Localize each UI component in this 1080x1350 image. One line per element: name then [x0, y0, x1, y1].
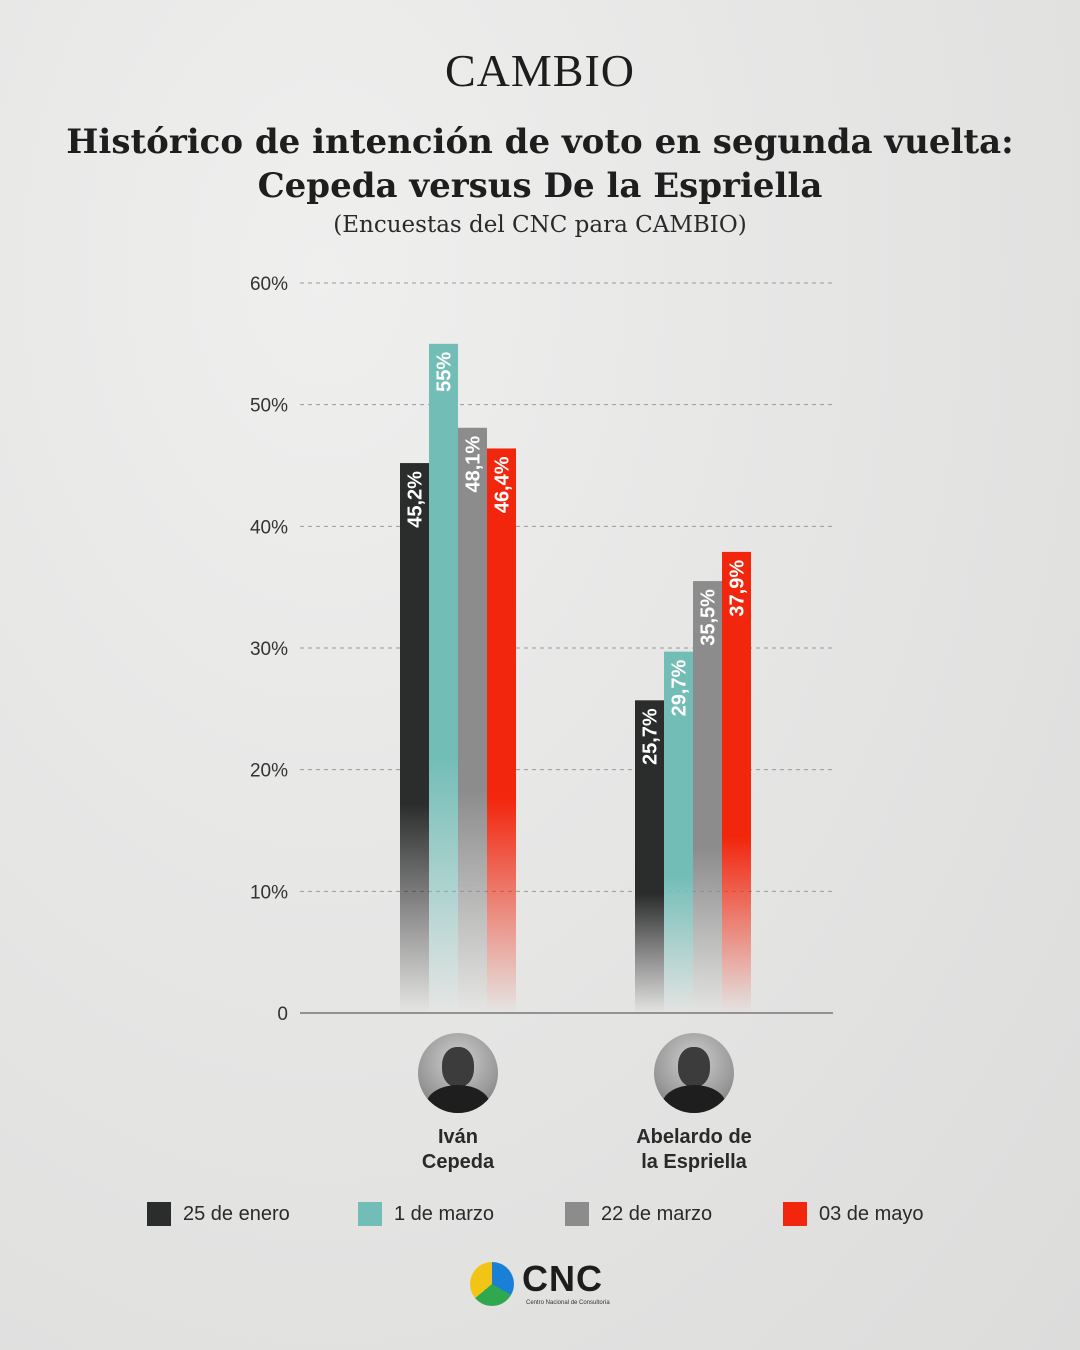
y-tick-label: 0: [277, 1004, 288, 1025]
candidate-name-cepeda: Iván Cepeda: [368, 1125, 548, 1175]
bar-espriella-series-2: [693, 581, 722, 1013]
cnc-logo-tagline: Centro Nacional de Consultoría: [526, 1300, 610, 1306]
y-tick-label: 30%: [250, 639, 288, 660]
cnc-logo: CNC Centro Nacional de Consultoría: [470, 1258, 620, 1308]
candidate-cepeda: Iván Cepeda: [368, 1033, 548, 1175]
legend-swatch: [358, 1202, 382, 1226]
legend-swatch: [783, 1202, 807, 1226]
candidate-name-line-1: Abelardo de: [636, 1126, 752, 1148]
bar-chart: 0 10% 20% 30% 40% 50% 60% 45,2% 55% 48,1% 46,4% 25,…: [250, 274, 833, 1025]
chart-legend: 25 de enero 1 de marzo 22 de marzo 03 de…: [0, 1198, 1080, 1230]
candidate-espriella: Abelardo de la Espriella: [604, 1033, 784, 1175]
bar-espriella-series-3: [722, 551, 751, 1013]
bar-value-label: 55%: [434, 352, 456, 392]
cnc-logo-mark-icon: [470, 1262, 514, 1306]
bar-value-label: 45,2%: [405, 471, 427, 528]
avatar-espriella: [654, 1033, 734, 1113]
bar-value-label: 48,1%: [463, 436, 485, 493]
y-tick-label: 10%: [250, 882, 288, 903]
legend-label: 22 de marzo: [601, 1202, 713, 1225]
legend-swatch: [147, 1202, 171, 1226]
legend-item-25-enero: 25 de enero: [147, 1198, 290, 1230]
brand-logo-cambio: CAMBIO: [444, 45, 636, 96]
candidate-name-line-1: Iván: [437, 1126, 479, 1148]
bar-value-label: 37,9%: [727, 560, 749, 617]
candidate-name-line-2: la Espriella: [641, 1151, 747, 1173]
bar-value-label: 29,7%: [669, 659, 691, 716]
avatar-cepeda: [418, 1033, 498, 1113]
legend-item-03-mayo: 03 de mayo: [783, 1198, 924, 1230]
y-tick-label: 60%: [250, 274, 288, 295]
chart-title: Histórico de intención de voto en segund…: [40, 120, 1040, 208]
chart-subtitle: (Encuestas del CNC para CAMBIO): [333, 212, 747, 238]
legend-label: 25 de enero: [183, 1202, 290, 1225]
bar-espriella-series-1: [664, 651, 693, 1013]
bar-value-label: 35,5%: [698, 589, 720, 646]
bar-cepeda-series-0: [400, 463, 429, 1014]
bar-cepeda-series-3: [487, 448, 516, 1013]
legend-item-1-marzo: 1 de marzo: [358, 1198, 494, 1230]
bar-espriella-series-0: [635, 700, 664, 1013]
cnc-logo-text: CNC: [522, 1258, 603, 1299]
chart-title-line-1: Histórico de intención de voto en segund…: [66, 122, 1014, 162]
chart-title-line-2: Cepeda versus De la Espriella: [257, 166, 823, 206]
y-tick-label: 20%: [250, 761, 288, 782]
bar-cepeda-series-1: [429, 343, 458, 1013]
candidate-name-espriella: Abelardo de la Espriella: [604, 1125, 784, 1175]
legend-label: 03 de mayo: [819, 1202, 924, 1225]
bar-value-label: 25,7%: [640, 708, 662, 765]
y-tick-label: 40%: [250, 517, 288, 538]
legend-swatch: [565, 1202, 589, 1226]
y-tick-label: 50%: [250, 396, 288, 417]
candidate-name-line-2: Cepeda: [421, 1151, 495, 1173]
bar-value-label: 46,4%: [492, 456, 514, 513]
legend-item-22-marzo: 22 de marzo: [565, 1198, 712, 1230]
legend-label: 1 de marzo: [394, 1202, 495, 1225]
bar-cepeda-series-2: [458, 427, 487, 1013]
